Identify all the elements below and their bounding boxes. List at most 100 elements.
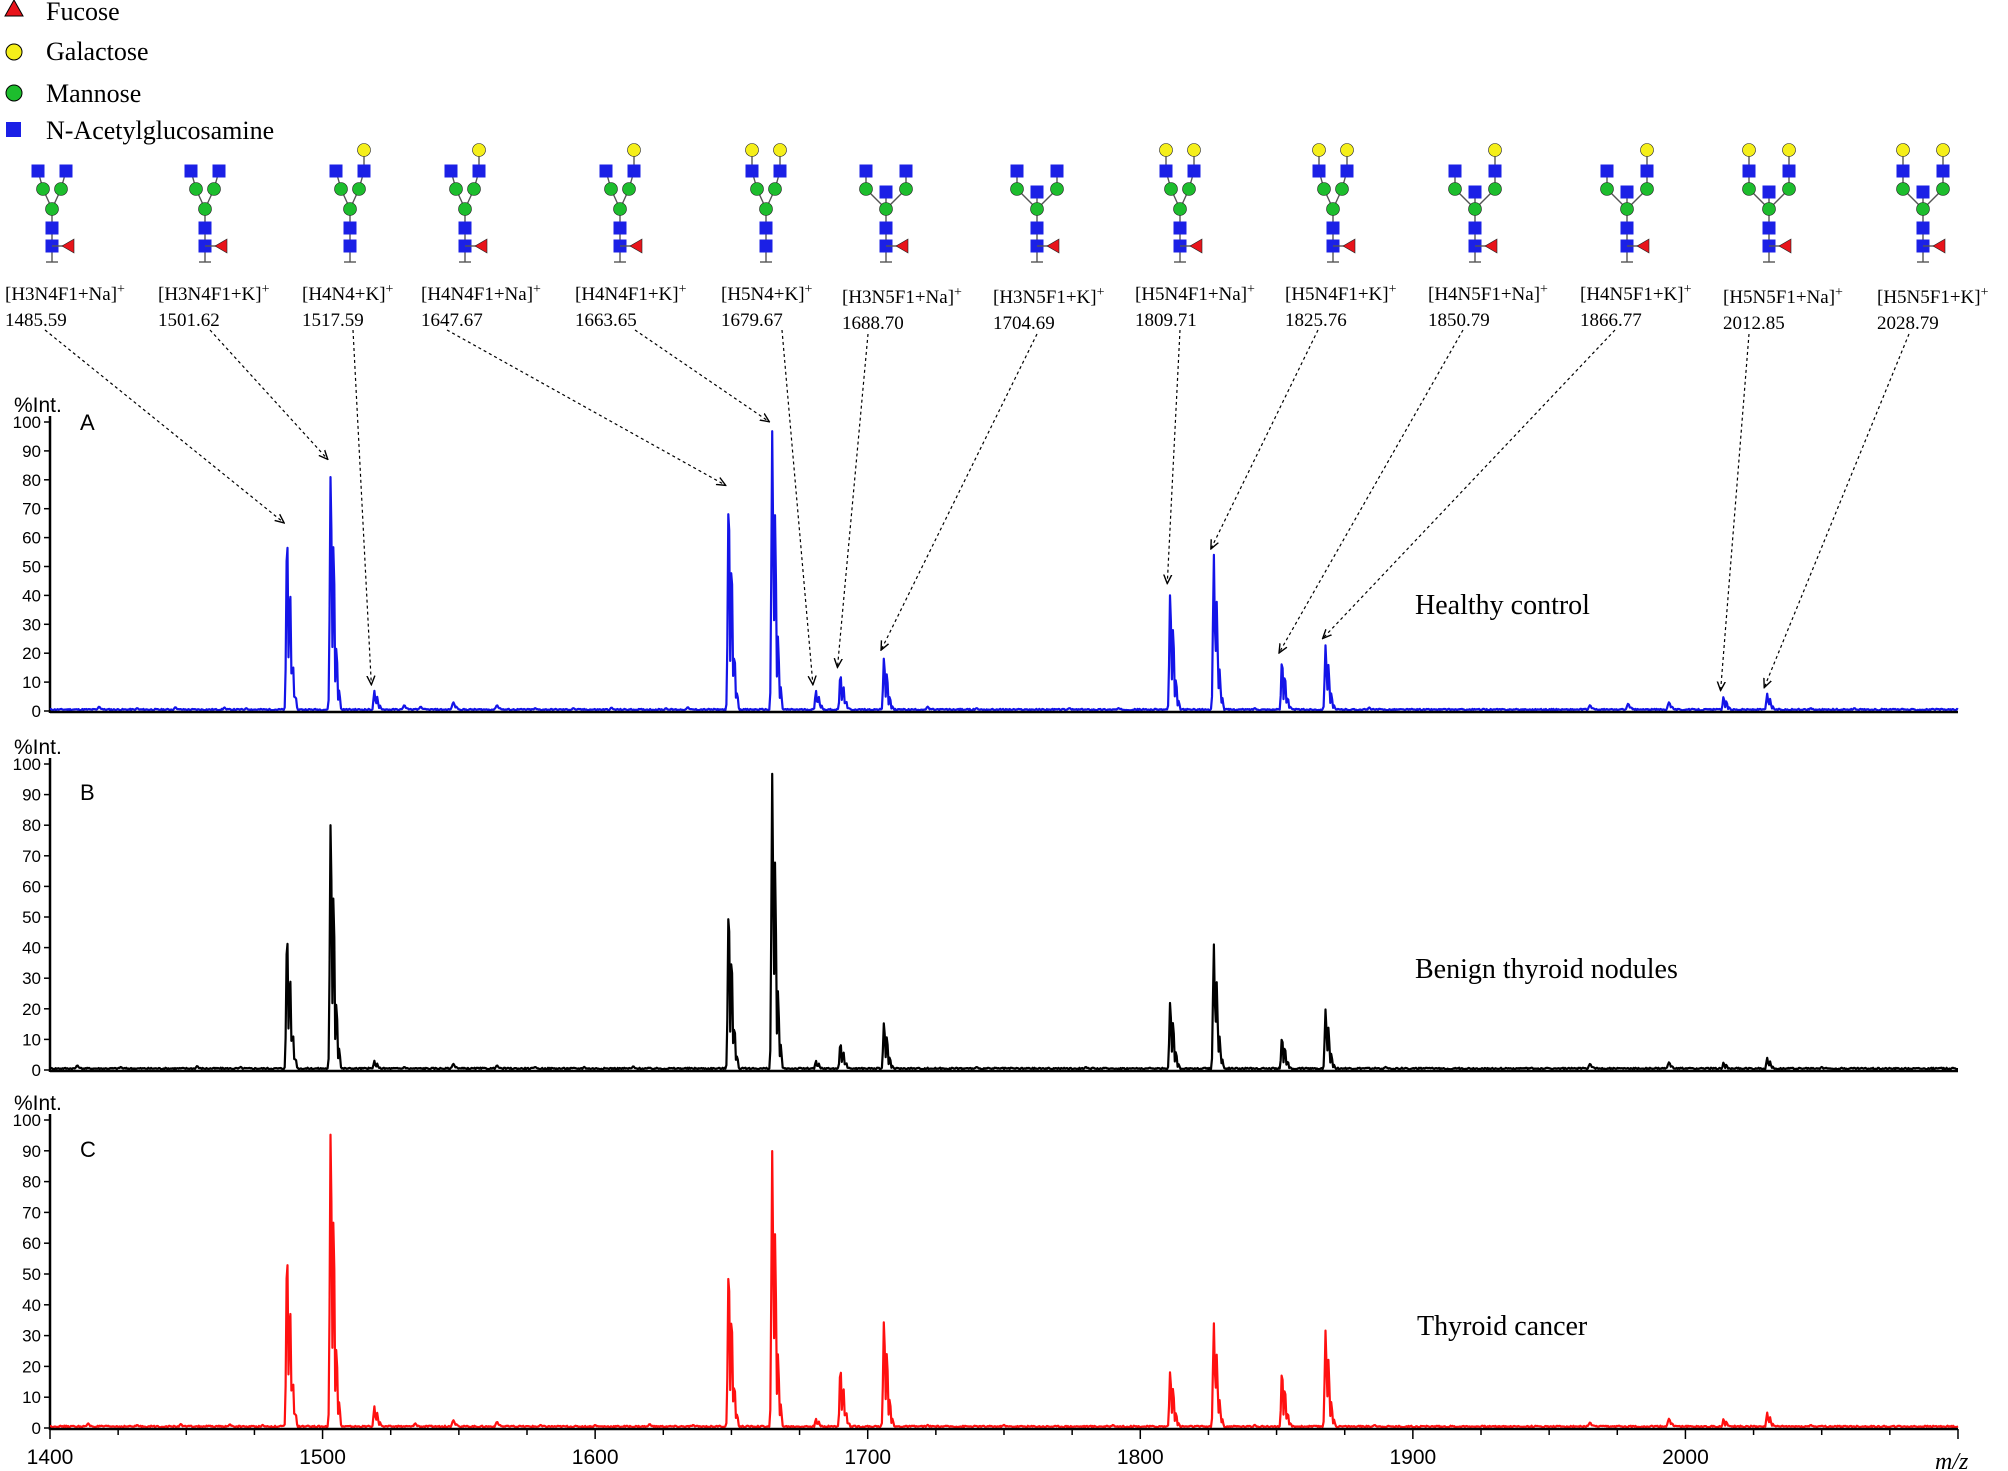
glcnac-icon	[45, 221, 59, 235]
y-tick-label: 40	[22, 1296, 41, 1315]
mannose-icon	[458, 202, 472, 216]
y-tick-label: 40	[22, 939, 41, 958]
annotation-arrow	[1764, 333, 1910, 688]
annotation-label: [H5N5F1+K]+ 2028.79	[1877, 285, 1989, 334]
glcnac-icon	[759, 221, 773, 235]
charge-sign: +	[262, 282, 270, 297]
fucose-icon	[474, 238, 488, 254]
annotation-arrow	[634, 329, 769, 422]
mannose-icon	[5, 84, 23, 102]
glcnac-icon	[59, 164, 73, 178]
galactose-icon	[357, 143, 371, 157]
annotation-label: [H4N5F1+K]+ 1866.77	[1580, 282, 1692, 331]
y-axis-label: %Int.	[14, 736, 62, 759]
ion-mz-value: 1825.76	[1285, 310, 1347, 331]
glcnac-icon	[879, 185, 893, 199]
annotation-arrow	[209, 329, 328, 459]
x-tick-label: 1800	[1117, 1446, 1164, 1469]
annotation-arrow	[781, 329, 813, 685]
glcnac-icon	[1030, 185, 1044, 199]
annotation-label: [H4N4F1+K]+ 1663.65	[575, 282, 687, 331]
charge-sign: +	[386, 282, 394, 297]
charge-sign: +	[1247, 282, 1255, 297]
glycan-structure	[444, 143, 488, 263]
legend-label-n-acetylglucosamine: N-Acetylglucosamine	[46, 116, 274, 145]
y-tick-label: 20	[22, 644, 41, 663]
ion-formula: [H4N5F1+Na]+	[1428, 282, 1548, 305]
glycan-structure	[745, 143, 787, 263]
ion-formula: [H4N5F1+K]+	[1580, 282, 1692, 305]
glcnac-icon	[627, 164, 641, 178]
ion-formula: [H5N5F1+K]+	[1877, 285, 1989, 308]
y-tick-label: 80	[22, 816, 41, 835]
y-tick-label: 0	[32, 1419, 41, 1438]
legend-item-fucose: Fucose	[4, 0, 120, 26]
ion-mz-value: 1663.65	[575, 310, 637, 331]
y-tick-label: 90	[22, 1142, 41, 1161]
annotation-arrow	[1167, 329, 1181, 584]
glycan-structure	[184, 164, 228, 263]
panel-a: 0 10 20 30 40 50 60 70 80 90 100%Int. A Healthy cont…	[13, 394, 1959, 721]
charge-sign: +	[1389, 282, 1397, 297]
glcnac-icon	[1488, 164, 1502, 178]
annotation-arrow	[1211, 329, 1319, 549]
glcnac-icon	[1030, 221, 1044, 235]
mannose-icon	[36, 182, 50, 196]
y-tick-label: 90	[22, 442, 41, 461]
fucose-icon	[1932, 238, 1946, 254]
y-tick-label: 50	[22, 1265, 41, 1284]
ion-formula: [H4N4F1+Na]+	[421, 282, 541, 305]
mannose-icon	[1317, 182, 1331, 196]
annotation-label: [H3N4F1+K]+ 1501.62	[158, 282, 270, 331]
y-tick-label: 30	[22, 615, 41, 634]
galactose-icon	[627, 143, 641, 157]
galactose-icon	[1896, 143, 1910, 157]
mannose-icon	[198, 202, 212, 216]
mannose-icon	[1896, 182, 1910, 196]
mannose-icon	[1468, 202, 1482, 216]
mannose-icon	[1936, 182, 1950, 196]
glcnac-icon	[1742, 164, 1756, 178]
mannose-icon	[1742, 182, 1756, 196]
glcnac-icon	[1640, 164, 1654, 178]
glcnac-icon	[1896, 164, 1910, 178]
ion-formula: [H3N5F1+Na]+	[842, 285, 962, 308]
panel-letter: A	[80, 410, 95, 435]
glycan-structure	[1159, 143, 1203, 263]
glcnac-icon	[184, 164, 198, 178]
galactose-icon	[1159, 143, 1173, 157]
glcnac-icon	[1340, 164, 1354, 178]
legend-label-mannose: Mannose	[46, 79, 141, 108]
x-tick-label: 1900	[1389, 1446, 1436, 1469]
mannose-icon	[1620, 202, 1634, 216]
galactose-icon	[1340, 143, 1354, 157]
ion-formula: [H3N4F1+Na]+	[5, 282, 125, 305]
mannose-icon	[1182, 182, 1196, 196]
glcnac-icon	[1600, 164, 1614, 178]
mannose-icon	[334, 182, 348, 196]
y-tick-label: 50	[22, 908, 41, 927]
y-tick-label: 80	[22, 471, 41, 490]
mannose-icon	[1916, 202, 1930, 216]
series-label: Healthy control	[1415, 590, 1590, 621]
peak-annotation-labels: [H3N4F1+Na]+ 1485.59 [H3N4F1+K]+ 1501.62 [H4…	[5, 282, 1989, 334]
glycan-structure	[31, 164, 75, 263]
charge-sign: +	[805, 282, 813, 297]
fucose-icon	[1189, 238, 1203, 254]
glcnac-icon	[1916, 185, 1930, 199]
glcnac-icon	[599, 164, 613, 178]
ion-mz-value: 1704.69	[993, 313, 1055, 334]
fucose-icon	[1636, 238, 1650, 254]
glcnac-icon	[1762, 185, 1776, 199]
y-tick-label: 20	[22, 1000, 41, 1019]
glycan-structure	[1742, 143, 1796, 263]
glcnac-icon	[1312, 164, 1326, 178]
y-tick-label: 100	[13, 413, 41, 432]
fucose-icon	[1484, 238, 1498, 254]
mannose-icon	[1335, 182, 1349, 196]
legend-item-mannose: Mannose	[5, 79, 141, 108]
glcnac-icon	[343, 221, 357, 235]
y-tick-label: 10	[22, 1388, 41, 1407]
glycan-structure	[1010, 164, 1064, 263]
mannose-icon	[207, 182, 221, 196]
